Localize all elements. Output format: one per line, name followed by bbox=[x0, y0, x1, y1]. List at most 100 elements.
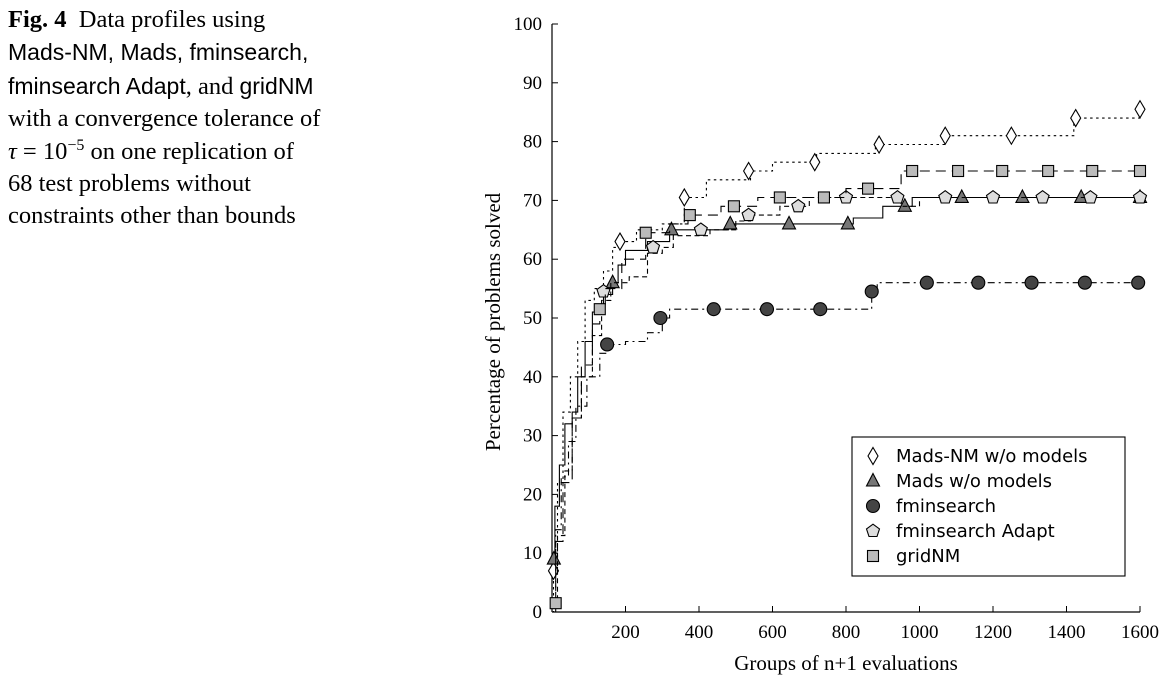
caption-line-5: τ = 10−5 on one replication of bbox=[8, 136, 408, 168]
data-point-pentagon bbox=[838, 190, 854, 204]
data-point-diamond bbox=[939, 126, 951, 146]
legend-box bbox=[851, 436, 1126, 577]
legend-entry: Mads w/o models bbox=[865, 471, 1052, 492]
x-axis-label: Groups of n+1 evaluations bbox=[734, 651, 958, 675]
data-point-square bbox=[639, 226, 652, 239]
caption-text-3a: fminsearch Adapt bbox=[8, 72, 186, 99]
data-point-square bbox=[593, 303, 606, 316]
y-tick-label: 30 bbox=[523, 426, 542, 447]
legend-entry: fminsearch Adapt bbox=[865, 521, 1055, 542]
caption-text-3b: , and bbox=[185, 72, 240, 100]
data-point-square bbox=[952, 164, 965, 178]
legend-square-icon bbox=[866, 549, 880, 563]
data-point-square bbox=[727, 200, 740, 213]
data-point-square bbox=[1086, 164, 1099, 178]
data-point-square bbox=[817, 191, 831, 204]
data-point-circle bbox=[1131, 275, 1146, 290]
data-point-diamond bbox=[1070, 108, 1082, 128]
data-point-square bbox=[549, 597, 562, 610]
x-tick-label: 1000 bbox=[901, 622, 939, 643]
data-point-circle bbox=[706, 302, 721, 317]
series-line-diamond bbox=[552, 109, 1141, 613]
data-point-triangle bbox=[546, 550, 562, 565]
figure-caption: Fig. 4 Data profiles using Mads-NM, Mads… bbox=[8, 4, 408, 233]
caption-line-2: Mads-NM, Mads, fminsearch, bbox=[8, 36, 408, 69]
data-point-diamond bbox=[809, 152, 821, 172]
caption-text-7: constraints other than bounds bbox=[8, 202, 296, 230]
caption-line-1: Fig. 4 Data profiles using bbox=[8, 4, 408, 36]
data-point-triangle bbox=[954, 188, 970, 204]
x-tick-label: 1400 bbox=[1048, 622, 1086, 643]
legend-label: fminsearch Adapt bbox=[896, 521, 1055, 542]
caption-text-4: with a convergence tolerance of bbox=[8, 105, 321, 133]
caption-exponent: −5 bbox=[67, 136, 85, 154]
data-point-diamond bbox=[678, 187, 690, 208]
chart-legend: Mads-NM w/o models Mads w/o models fminsea… bbox=[851, 436, 1126, 577]
chart-series bbox=[546, 99, 1148, 613]
data-point-pentagon bbox=[791, 198, 806, 213]
legend-triangle-icon bbox=[865, 472, 881, 487]
caption-text-6: 68 test problems without bbox=[8, 170, 251, 198]
data-point-square bbox=[906, 164, 919, 178]
data-point-square bbox=[773, 191, 786, 204]
y-tick-label: 20 bbox=[523, 484, 542, 505]
data-point-triangle bbox=[605, 274, 621, 289]
y-tick-label: 100 bbox=[514, 14, 543, 35]
y-tick-label: 90 bbox=[523, 73, 542, 94]
caption-line-4: with a convergence tolerance of bbox=[8, 103, 408, 135]
data-point-triangle bbox=[1014, 188, 1030, 204]
legend-label: gridNM bbox=[896, 546, 960, 567]
data-point-pentagon bbox=[1035, 190, 1050, 204]
legend-entry: Mads-NM w/o models bbox=[867, 446, 1088, 467]
series-square bbox=[549, 164, 1147, 610]
data-point-circle bbox=[653, 310, 668, 326]
data-point-square bbox=[996, 164, 1009, 178]
data-point-pentagon bbox=[1083, 190, 1098, 204]
data-point-triangle bbox=[781, 215, 797, 230]
y-tick-label: 40 bbox=[523, 367, 542, 388]
legend-entry: gridNM bbox=[866, 546, 960, 567]
x-tick-label: 1600 bbox=[1121, 622, 1159, 643]
caption-text-1: Data profiles using bbox=[78, 6, 266, 33]
data-point-triangle bbox=[664, 221, 679, 236]
y-axis-label: Percentage of problems solved bbox=[481, 192, 505, 451]
data-point-pentagon bbox=[985, 190, 1001, 204]
series-circle bbox=[552, 275, 1146, 613]
data-point-pentagon bbox=[1132, 190, 1148, 204]
data-point-circle bbox=[1077, 275, 1092, 290]
caption-text-3c: gridNM bbox=[239, 72, 314, 99]
x-tick-label: 1200 bbox=[974, 622, 1012, 643]
chart-axes: 0 10 20 30 40 50 60 70 80 90 100 200 400 600 800 1000 12… bbox=[481, 14, 1159, 675]
legend-label: fminsearch bbox=[896, 496, 996, 517]
legend-label: Mads w/o models bbox=[896, 471, 1052, 492]
data-point-pentagon bbox=[693, 222, 708, 236]
y-tick-label: 50 bbox=[523, 308, 542, 329]
legend-pentagon-icon bbox=[865, 523, 881, 538]
legend-entry: fminsearch bbox=[865, 496, 996, 517]
y-tick-label: 10 bbox=[523, 543, 542, 564]
x-tick-label: 600 bbox=[758, 622, 787, 643]
data-point-diamond bbox=[873, 134, 885, 155]
data-point-pentagon bbox=[890, 190, 905, 204]
legend-circle-icon bbox=[865, 498, 881, 514]
caption-tau: τ bbox=[8, 137, 17, 165]
y-tick-label: 80 bbox=[523, 132, 542, 153]
data-point-diamond bbox=[1005, 126, 1018, 146]
data-point-triangle bbox=[840, 215, 856, 230]
data-point-circle bbox=[864, 284, 879, 299]
data-point-circle bbox=[919, 275, 934, 290]
x-tick-label: 400 bbox=[685, 622, 714, 643]
x-tick-label: 200 bbox=[611, 622, 640, 643]
caption-text-5: on one replication of bbox=[84, 137, 294, 165]
caption-line-7: constraints other than bounds bbox=[8, 200, 408, 232]
series-line-square bbox=[552, 170, 1140, 604]
y-tick-label: 60 bbox=[523, 249, 542, 270]
series-line-pentagon bbox=[552, 196, 1140, 604]
data-point-square bbox=[1042, 164, 1055, 178]
caption-line-3: fminsearch Adapt, and gridNM bbox=[8, 70, 408, 103]
data-point-circle bbox=[971, 275, 986, 290]
data-point-circle bbox=[813, 302, 828, 317]
data-point-triangle bbox=[897, 197, 913, 212]
x-tick-label: 800 bbox=[832, 622, 861, 643]
